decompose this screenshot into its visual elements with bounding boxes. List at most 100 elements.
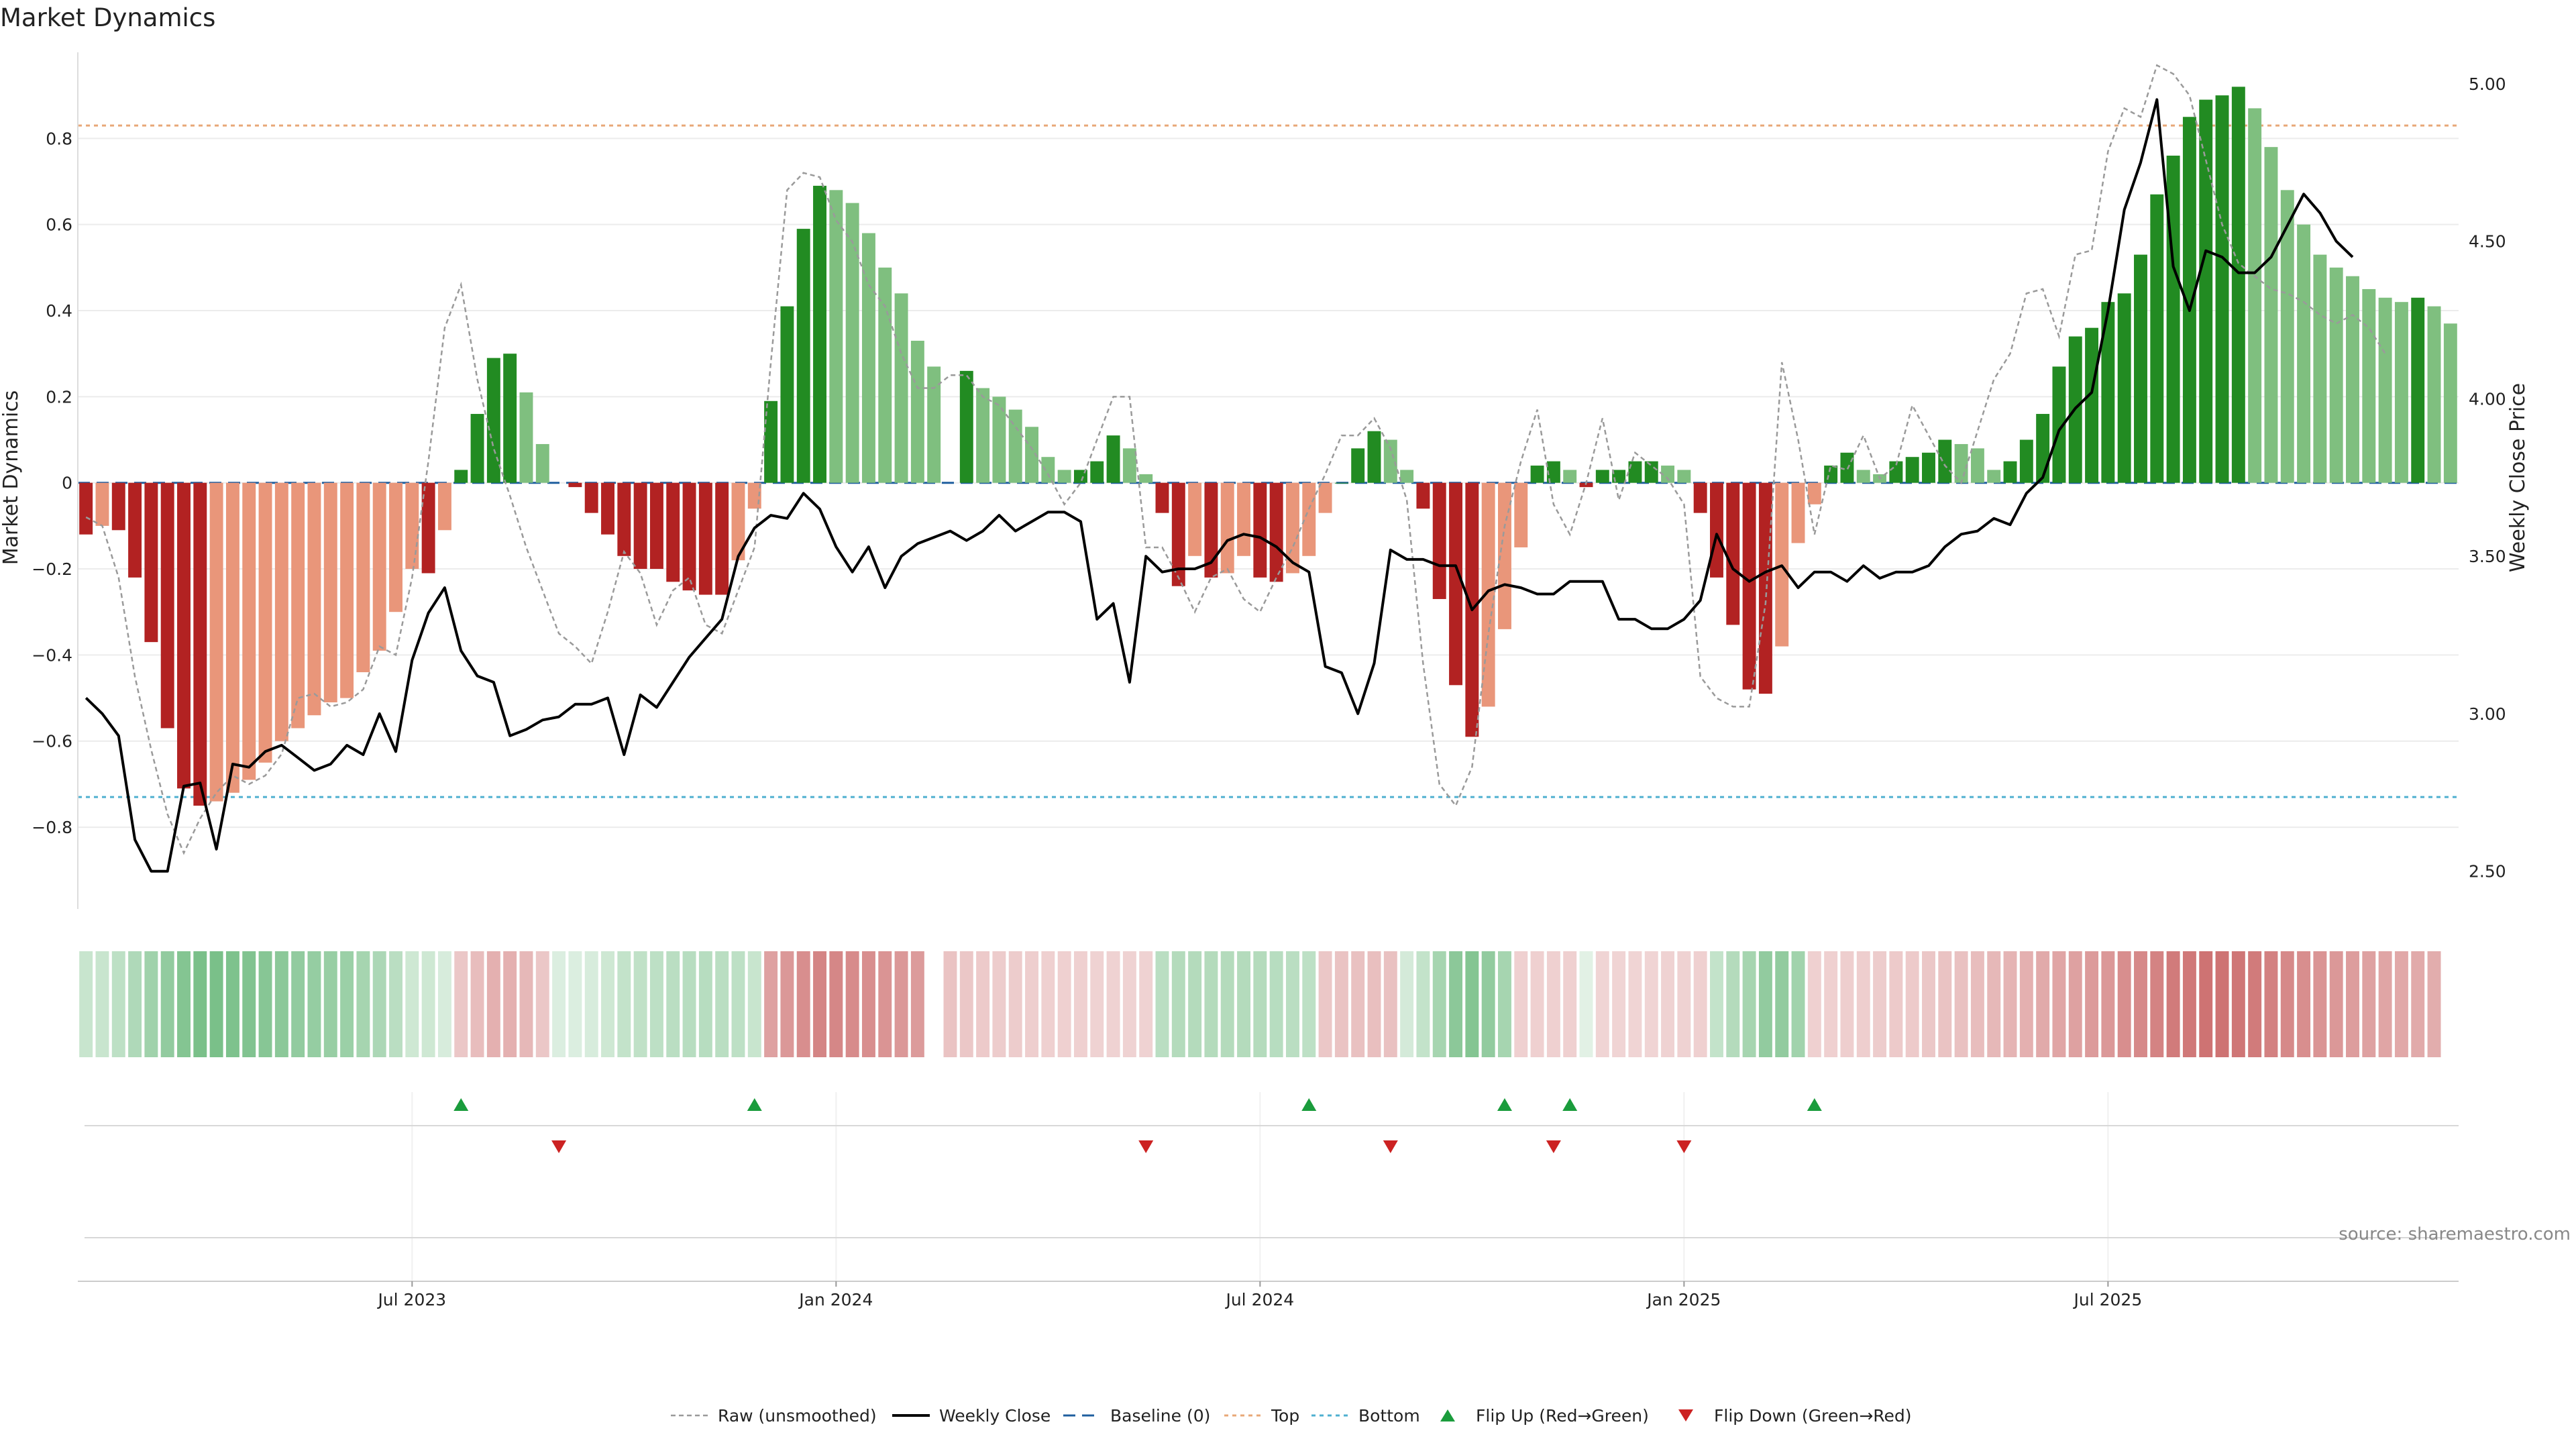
context-cell xyxy=(111,951,125,1057)
dynamics-bar xyxy=(1693,482,1707,513)
context-cell xyxy=(242,951,256,1057)
dynamics-bar xyxy=(1432,482,1446,599)
dynamics-bar xyxy=(2443,323,2457,483)
context-cell xyxy=(1057,951,1071,1057)
dynamics-bar xyxy=(2166,156,2180,483)
context-cell xyxy=(1139,951,1153,1057)
dynamics-bar xyxy=(307,482,321,716)
dynamics-bar xyxy=(535,443,549,483)
right-tick-label: 3.00 xyxy=(2469,704,2506,724)
dynamics-bar xyxy=(1188,482,1202,556)
context-cell xyxy=(177,951,191,1057)
legend-item-baseline: Baseline (0) xyxy=(1063,1406,1210,1426)
context-cell xyxy=(2036,951,2050,1057)
context-cell xyxy=(1449,951,1463,1057)
context-cell xyxy=(894,951,908,1057)
context-cell xyxy=(2182,951,2196,1057)
dynamics-bar xyxy=(1579,482,1593,488)
dynamics-bar xyxy=(1726,482,1740,625)
raw-line xyxy=(85,64,2386,855)
dynamics-bar xyxy=(666,482,680,582)
dynamics-bar xyxy=(2264,147,2278,483)
context-cell xyxy=(552,951,566,1057)
context-cell xyxy=(1204,951,1218,1057)
flip-down-marker xyxy=(1546,1140,1561,1153)
dynamics-bar xyxy=(1514,482,1528,547)
context-cell xyxy=(829,951,843,1057)
dynamics-bar xyxy=(633,482,647,570)
context-cell xyxy=(1041,951,1055,1057)
dynamics-bar xyxy=(2427,306,2441,483)
dynamics-bar xyxy=(1791,482,1805,543)
legend-item-bottom: Bottom xyxy=(1311,1406,1420,1426)
dynamics-bar xyxy=(128,482,142,578)
context-cell xyxy=(1481,951,1495,1057)
dynamics-bar xyxy=(1220,482,1234,574)
context-cell xyxy=(225,951,239,1057)
dynamics-bar xyxy=(1041,457,1055,483)
dynamics-bar xyxy=(1758,482,1772,694)
context-cell xyxy=(307,951,321,1057)
dynamics-bar xyxy=(959,370,973,483)
dynamics-bar xyxy=(1269,482,1283,582)
context-cell xyxy=(95,951,109,1057)
context-cell xyxy=(389,951,402,1057)
dynamics-bar xyxy=(1644,461,1658,483)
context-cell xyxy=(2411,951,2425,1057)
dynamics-bar xyxy=(225,482,239,793)
legend-label: Bottom xyxy=(1358,1406,1420,1426)
dynamics-bar xyxy=(405,482,419,570)
context-cell xyxy=(1530,951,1544,1057)
dynamics-bar xyxy=(1481,482,1495,707)
context-cell xyxy=(1285,951,1299,1057)
dynamics-bar xyxy=(1416,482,1430,509)
context-cell xyxy=(1938,951,1952,1057)
context-cell xyxy=(2101,951,2115,1057)
x-tick-label: Jul 2023 xyxy=(376,1290,446,1309)
context-cell xyxy=(1383,951,1397,1057)
dynamics-bar xyxy=(568,482,582,488)
context-cell xyxy=(2085,951,2099,1057)
dynamics-bar xyxy=(470,414,484,483)
dynamics-bar xyxy=(242,482,256,780)
flip-up-marker xyxy=(1562,1098,1578,1111)
flip-down-marker xyxy=(551,1140,567,1153)
x-axis-ticks: Jul 2023 Jan 2024 Jul 2024 Jan 2025 Jul 2025 xyxy=(376,1281,2142,1309)
dynamics-bar xyxy=(1057,470,1071,483)
context-cell xyxy=(2166,951,2180,1057)
dynamics-bar xyxy=(2215,95,2229,483)
context-cell xyxy=(2427,951,2441,1057)
dynamics-bar xyxy=(1334,482,1348,484)
context-cell xyxy=(1710,951,1723,1057)
dynamics-bar xyxy=(1530,466,1544,483)
dynamics-bar xyxy=(1400,470,1414,483)
context-cell xyxy=(437,951,451,1057)
dynamics-bar xyxy=(1710,482,1723,578)
dynamics-bar xyxy=(323,482,337,702)
left-tick-label: −0.4 xyxy=(32,645,72,665)
dynamics-bar xyxy=(1889,461,1903,483)
context-cell xyxy=(209,951,223,1057)
context-cell xyxy=(1025,951,1038,1057)
dynamics-bar xyxy=(649,482,663,570)
dynamics-bar xyxy=(682,482,696,591)
dynamics-bar xyxy=(698,482,712,595)
dynamics-bar xyxy=(731,482,745,561)
flip-down-marker xyxy=(1676,1140,1692,1153)
left-axis-label: Market Dynamics xyxy=(0,390,23,566)
dynamics-bar xyxy=(486,358,500,483)
context-cell xyxy=(1807,951,1821,1057)
legend-swatch xyxy=(1678,1409,1693,1421)
left-tick-label: 0.4 xyxy=(46,301,72,321)
x-tick-label: Jul 2025 xyxy=(2073,1290,2143,1309)
context-cell xyxy=(878,951,892,1057)
dynamics-bar xyxy=(1661,466,1675,483)
right-axis-ticks: 5.00 4.50 4.00 3.50 3.00 2.50 xyxy=(2469,74,2506,881)
context-cell xyxy=(1367,951,1381,1057)
context-cell xyxy=(1253,951,1267,1057)
context-cell xyxy=(1122,951,1136,1057)
context-cell xyxy=(2346,951,2359,1057)
context-cell xyxy=(1073,951,1087,1057)
dynamics-bar xyxy=(291,482,305,729)
dynamics-bar xyxy=(1367,431,1381,483)
